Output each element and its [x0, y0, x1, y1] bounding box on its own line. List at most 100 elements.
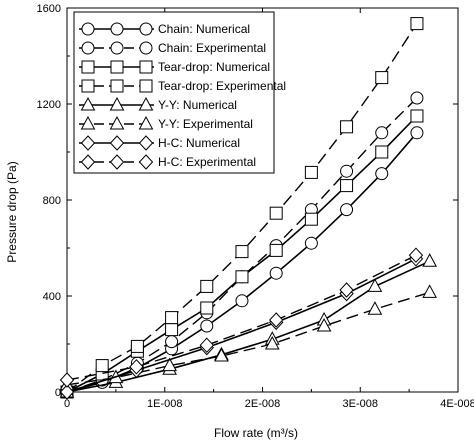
legend-marker	[110, 79, 124, 93]
legend-label: H-C: Experimental	[158, 155, 256, 169]
legend-label: Chain: Numerical	[158, 22, 250, 36]
legend-marker	[109, 154, 125, 170]
legend-marker	[110, 22, 124, 36]
legend-item: Y-Y: Experimental	[79, 115, 253, 131]
legend-label: Y-Y: Experimental	[158, 117, 253, 131]
data-point	[408, 247, 424, 263]
legend-marker	[110, 41, 124, 55]
data-point	[340, 179, 354, 193]
data-point	[410, 126, 424, 140]
legend-item: H-C: Numerical	[79, 135, 240, 151]
y-tick-label: 0	[55, 387, 61, 399]
data-point	[339, 282, 354, 298]
legend-marker	[139, 41, 153, 55]
legend-marker	[109, 96, 125, 111]
data-point	[340, 203, 354, 217]
data-point	[200, 279, 214, 293]
data-point	[235, 294, 249, 308]
legend-marker	[81, 22, 95, 36]
data-point	[235, 270, 249, 284]
data-point	[375, 167, 389, 181]
data-point	[316, 317, 332, 332]
data-point	[269, 243, 283, 257]
legend-marker	[139, 60, 153, 74]
legend-marker	[81, 60, 95, 74]
legend-marker	[138, 96, 154, 111]
data-point	[235, 245, 249, 259]
data-point	[165, 323, 179, 337]
series-line	[66, 254, 417, 381]
data-point	[95, 359, 109, 373]
data-point	[200, 301, 214, 315]
data-point	[269, 312, 284, 328]
data-point	[59, 384, 75, 400]
data-point	[165, 311, 179, 325]
data-point	[410, 109, 424, 123]
data-point	[340, 164, 354, 178]
legend-marker	[80, 135, 96, 151]
legend-box	[73, 11, 275, 174]
data-point	[375, 145, 389, 159]
data-point	[410, 91, 424, 105]
x-tick-label: 0	[64, 398, 70, 410]
x-axis-title: Flow rate (m³/s)	[214, 426, 298, 440]
legend-marker	[81, 41, 95, 55]
series-h-c-experimental	[59, 247, 424, 388]
data-point	[367, 278, 383, 292]
legend-marker	[81, 79, 95, 93]
data-point	[59, 372, 75, 388]
x-tick-label: 3E-008	[343, 398, 378, 410]
data-point	[422, 253, 437, 267]
x-tick-label: 1E-008	[147, 398, 182, 410]
data-point	[165, 335, 179, 349]
data-point	[375, 71, 389, 85]
data-point	[200, 319, 214, 333]
data-point	[269, 206, 283, 220]
data-point	[422, 284, 437, 298]
data-point	[375, 126, 389, 140]
legend-item: Chain: Experimental	[79, 41, 266, 55]
legend-item: Chain: Numerical	[79, 22, 250, 36]
data-point	[214, 347, 229, 362]
data-point	[304, 236, 318, 250]
legend-marker	[80, 154, 96, 170]
data-point	[162, 357, 177, 372]
data-point	[130, 339, 144, 353]
legend-marker	[109, 135, 125, 151]
x-tick-label: 2E-008	[245, 398, 280, 410]
y-tick-label: 400	[43, 291, 61, 303]
legend-marker	[109, 115, 125, 130]
data-point	[129, 359, 144, 375]
legend-label: H-C: Numerical	[158, 136, 240, 150]
legend-label: Y-Y: Numerical	[158, 98, 237, 112]
legend-label: Tear-drop: Experimental	[158, 79, 286, 93]
series-line	[66, 258, 417, 393]
y-axis-title: Pressure drop (Pa)	[5, 161, 19, 262]
data-point	[340, 120, 354, 134]
legend-item: Tear-drop: Experimental	[79, 79, 286, 93]
legend-marker	[138, 135, 154, 151]
legend-item: Y-Y: Numerical	[79, 96, 237, 112]
legend-marker	[139, 79, 153, 93]
legend-label: Tear-drop: Numerical	[158, 60, 270, 74]
legend-marker	[138, 115, 154, 130]
series-line	[66, 291, 430, 386]
legend-marker	[80, 96, 96, 111]
legend-marker	[139, 22, 153, 36]
y-tick-label: 800	[43, 195, 61, 207]
legend-label: Chain: Experimental	[158, 41, 266, 55]
data-point	[304, 212, 318, 226]
series-line	[66, 260, 431, 393]
legend-item: H-C: Experimental	[79, 154, 256, 170]
legend-item: Tear-drop: Numerical	[79, 60, 270, 74]
data-point	[269, 266, 283, 280]
data-point	[367, 301, 383, 315]
legend-marker	[138, 154, 154, 170]
y-tick-label: 1600	[37, 3, 61, 15]
data-point	[410, 17, 424, 31]
legend-marker	[80, 115, 96, 130]
y-tick-label: 1200	[37, 99, 61, 111]
legend-marker	[110, 60, 124, 74]
data-point	[264, 335, 280, 350]
